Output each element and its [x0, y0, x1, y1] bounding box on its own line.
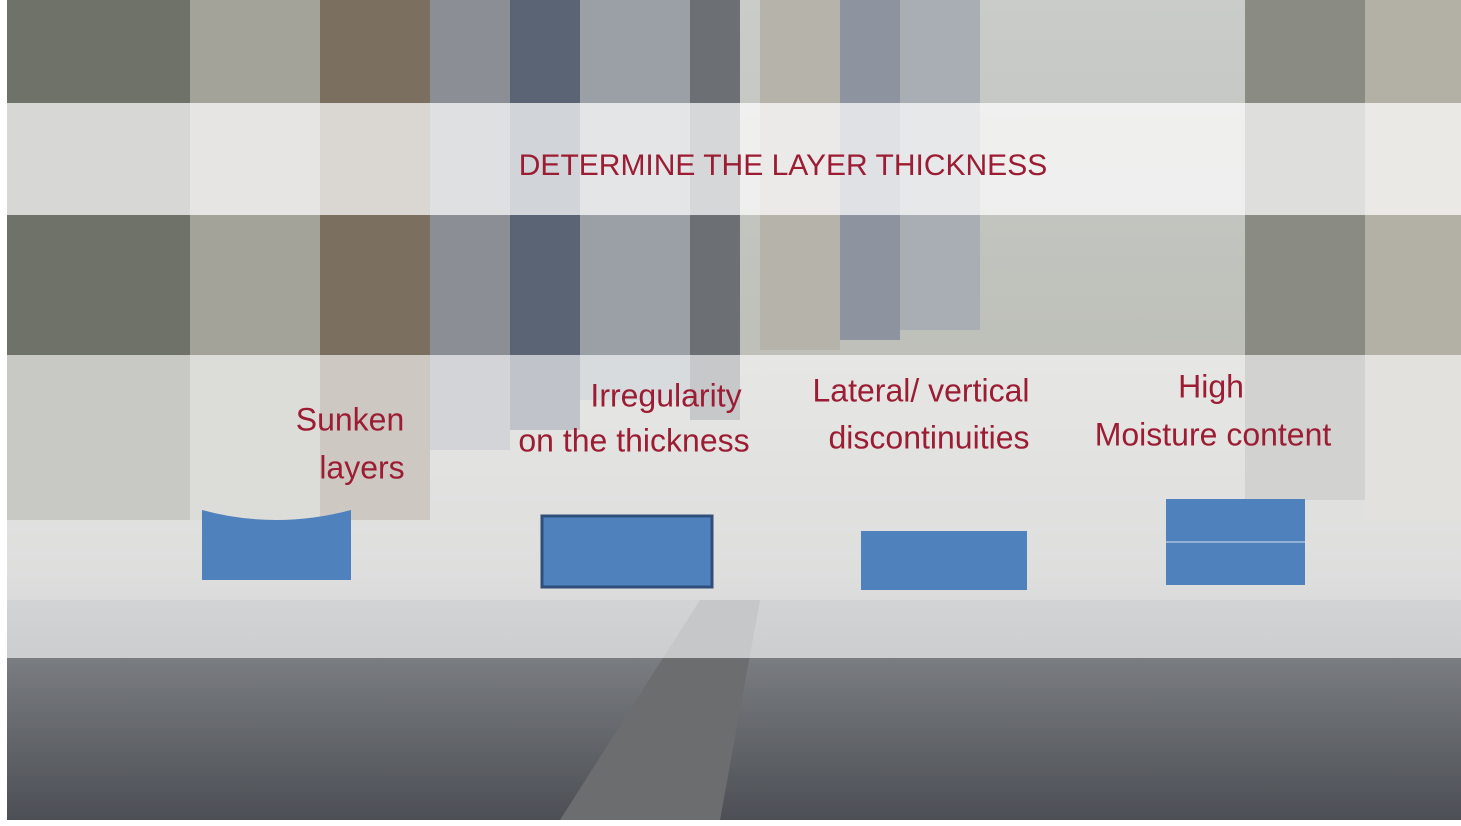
- slide-title: DETERMINE THE LAYER THICKNESS: [519, 149, 1047, 182]
- item-label: Sunken: [296, 401, 405, 437]
- block: [540, 514, 714, 589]
- blocks: [202, 499, 1305, 590]
- title-band: [7, 103, 1461, 215]
- block: [861, 531, 1027, 590]
- item-label: layers: [319, 449, 404, 485]
- item-label: discontinuities: [829, 419, 1030, 455]
- item-label: Irregularity: [590, 377, 741, 413]
- block: [202, 510, 351, 580]
- item-label: on the thickness: [518, 422, 749, 458]
- labels: Sunken layers Irregularity on the thickness…: [296, 368, 1332, 485]
- item-label: High: [1178, 368, 1244, 404]
- item-label: Lateral/ vertical: [813, 372, 1030, 408]
- item-label: Moisture content: [1095, 416, 1332, 452]
